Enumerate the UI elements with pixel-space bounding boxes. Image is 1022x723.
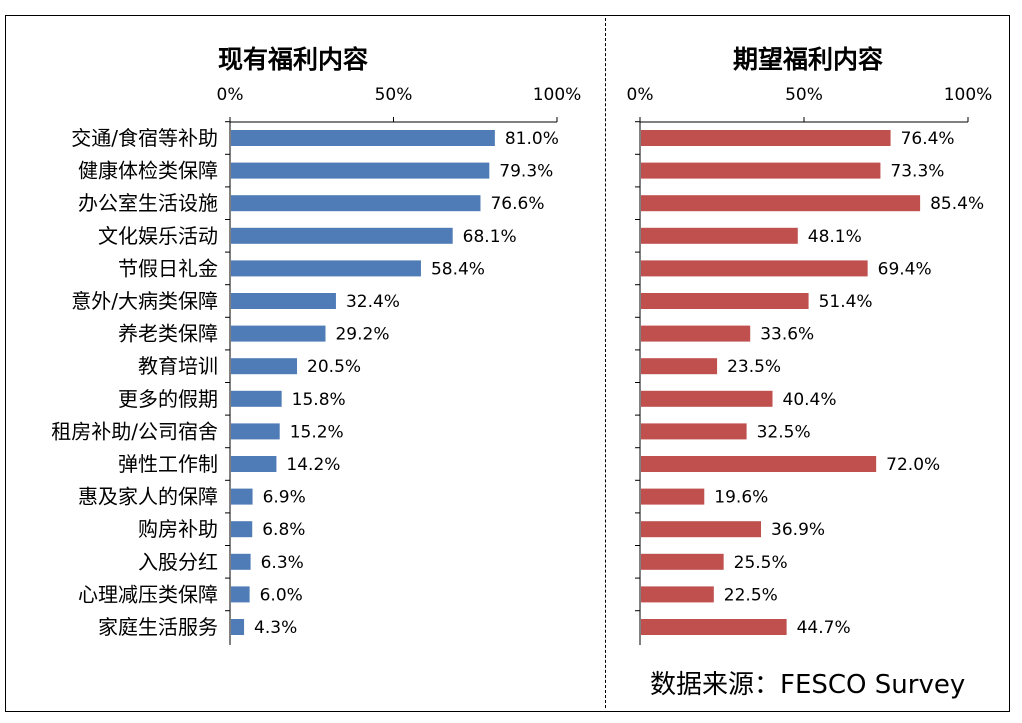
category-label: 交通/食宿等补助 xyxy=(71,126,218,150)
category-label: 养老类保障 xyxy=(118,322,218,346)
right-value-label: 40.4% xyxy=(783,390,837,410)
right-bar xyxy=(641,521,762,538)
left-value-label: 76.6% xyxy=(490,194,544,214)
right-chart-title: 期望福利内容 xyxy=(732,45,884,74)
left-value-label: 6.0% xyxy=(260,585,303,605)
right-value-label: 73.3% xyxy=(890,162,944,182)
right-value-label: 85.4% xyxy=(930,194,984,214)
left-value-label: 6.8% xyxy=(262,520,305,540)
left-bar xyxy=(231,260,421,277)
category-label: 弹性工作制 xyxy=(118,452,218,476)
left-value-label: 81.0% xyxy=(505,129,559,149)
left-value-label: 68.1% xyxy=(463,227,517,247)
category-label: 惠及家人的保障 xyxy=(78,485,218,509)
right-bar xyxy=(641,358,718,375)
left-tick-label: 50% xyxy=(375,85,413,105)
left-bar xyxy=(231,553,251,570)
left-tick-label: 0% xyxy=(217,85,244,105)
right-value-label: 36.9% xyxy=(771,520,825,540)
left-bar xyxy=(231,358,298,375)
right-bar xyxy=(641,488,705,505)
left-bar xyxy=(231,619,245,635)
category-label: 教育培训 xyxy=(138,354,218,378)
category-label: 文化娱乐活动 xyxy=(98,224,218,248)
right-value-label: 44.7% xyxy=(797,618,851,638)
right-value-label: 33.6% xyxy=(760,325,814,345)
right-bar xyxy=(641,553,724,570)
left-chart-title: 现有福利内容 xyxy=(217,45,369,74)
left-value-label: 79.3% xyxy=(499,162,553,182)
right-bar xyxy=(641,293,809,309)
left-bar xyxy=(231,456,277,472)
left-value-label: 15.8% xyxy=(292,390,346,410)
source-note: 数据来源：FESCO Survey xyxy=(650,670,966,700)
right-value-label: 48.1% xyxy=(808,227,862,247)
left-value-label: 20.5% xyxy=(307,357,361,377)
left-bar xyxy=(231,586,250,603)
left-value-label: 32.4% xyxy=(346,292,400,312)
right-value-label: 32.5% xyxy=(757,422,811,442)
left-tick-label: 100% xyxy=(533,85,582,105)
right-value-label: 72.0% xyxy=(886,455,940,475)
right-value-label: 76.4% xyxy=(901,129,955,149)
right-bar xyxy=(641,456,877,472)
left-bar xyxy=(231,162,490,179)
left-value-label: 14.2% xyxy=(286,455,340,475)
left-value-label: 58.4% xyxy=(431,259,485,279)
right-bar xyxy=(641,325,751,342)
category-label: 家庭生活服务 xyxy=(98,615,218,639)
right-bar xyxy=(641,619,787,635)
category-label: 购房补助 xyxy=(138,517,218,541)
right-value-label: 23.5% xyxy=(727,357,781,377)
category-label: 办公室生活设施 xyxy=(78,191,218,215)
left-bar xyxy=(231,390,282,407)
panel-divider xyxy=(605,18,606,708)
left-value-label: 6.9% xyxy=(263,488,306,508)
right-tick-label: 100% xyxy=(944,85,993,105)
right-tick-label: 0% xyxy=(627,85,654,105)
left-bar xyxy=(231,130,495,146)
right-value-label: 25.5% xyxy=(734,553,788,573)
category-label: 心理减压类保障 xyxy=(78,582,218,606)
right-bar xyxy=(641,586,714,603)
left-bar xyxy=(231,293,336,309)
left-bar xyxy=(231,227,453,244)
right-bar xyxy=(641,195,921,212)
left-bar xyxy=(231,488,253,505)
right-value-label: 51.4% xyxy=(819,292,873,312)
left-bar xyxy=(231,521,253,538)
category-label: 租房补助/公司宿舍 xyxy=(51,419,218,443)
right-bar xyxy=(641,260,868,277)
right-bar xyxy=(641,390,773,407)
chart-frame xyxy=(5,15,1010,712)
left-value-label: 29.2% xyxy=(335,325,389,345)
right-bar xyxy=(641,162,881,179)
right-bar xyxy=(641,423,747,440)
category-label: 入股分红 xyxy=(138,550,218,574)
category-label: 意外/大病类保障 xyxy=(71,289,218,313)
left-value-label: 4.3% xyxy=(254,618,297,638)
right-bar xyxy=(641,227,798,244)
category-label: 节假日礼金 xyxy=(118,256,218,280)
category-label: 更多的假期 xyxy=(118,387,218,411)
right-tick-label: 50% xyxy=(785,85,823,105)
left-bar xyxy=(231,195,481,212)
left-bar xyxy=(231,423,280,440)
right-bar xyxy=(641,130,891,146)
right-value-label: 22.5% xyxy=(724,585,778,605)
right-value-label: 69.4% xyxy=(878,259,932,279)
left-value-label: 15.2% xyxy=(290,422,344,442)
left-bar xyxy=(231,325,326,342)
right-value-label: 19.6% xyxy=(714,488,768,508)
category-label: 健康体检类保障 xyxy=(78,159,218,183)
left-value-label: 6.3% xyxy=(261,553,304,573)
